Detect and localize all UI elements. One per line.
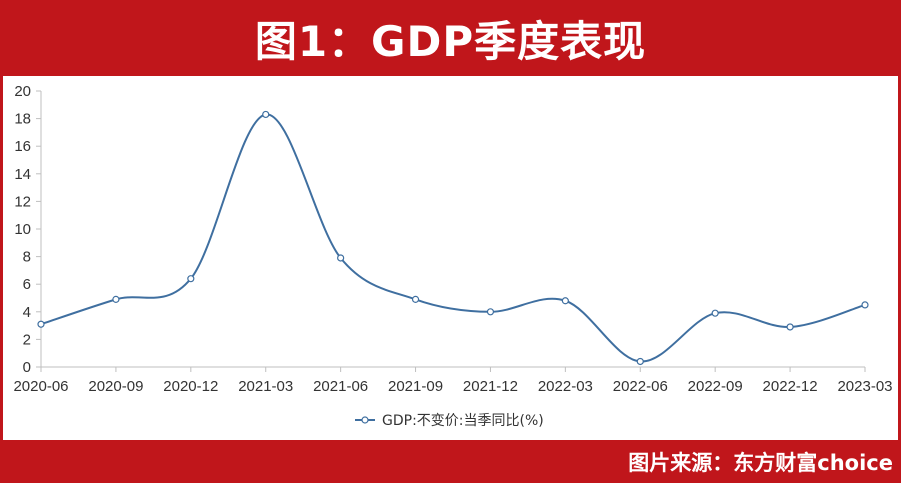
series-line <box>40 113 866 363</box>
source-caption: 图片来源：东方财富choice <box>628 451 893 475</box>
y-axis: 0 2 4 6 8 10 12 14 16 18 20 <box>14 83 42 376</box>
legend-label: GDP:不变价:当季同比(%) <box>382 413 544 429</box>
chart-title: 图1：GDP季度表现 <box>254 16 647 66</box>
x-tick-label: 2020-09 <box>88 378 143 395</box>
legend-point-marker <box>361 416 369 424</box>
data-point <box>37 320 45 328</box>
x-tick-label: 2022-06 <box>613 378 668 395</box>
y-tick-label: 8 <box>23 249 31 266</box>
x-tick-label: 2021-06 <box>313 378 368 395</box>
x-tick-label: 2022-03 <box>538 378 593 395</box>
x-tick-label: 2022-12 <box>763 378 818 395</box>
data-point <box>411 295 420 303</box>
data-point <box>112 295 120 303</box>
y-tick-label: 14 <box>14 166 31 183</box>
x-tick-label: 2022-09 <box>688 378 743 395</box>
x-axis: 2020-06 2020-09 2020-12 2021-03 2021-06 2021-… <box>13 366 893 395</box>
data-point <box>636 357 644 366</box>
x-tick-label: 2020-06 <box>13 378 68 395</box>
chart-panel: 0 2 4 6 8 10 12 14 16 18 20 2020-06 2020-09 2020-12 2… <box>3 76 898 440</box>
y-tick-label: 10 <box>14 221 31 238</box>
y-tick-label: 18 <box>14 111 31 128</box>
x-tick-label: 2023-03 <box>837 378 892 395</box>
x-tick-label: 2021-03 <box>238 378 293 395</box>
x-tick-label: 2021-12 <box>463 378 518 395</box>
series-layer <box>37 110 869 366</box>
data-point <box>262 110 270 119</box>
y-tick-label: 20 <box>14 83 31 100</box>
y-tick-label: 12 <box>14 193 31 210</box>
y-tick-label: 6 <box>23 276 31 293</box>
data-point <box>861 301 869 309</box>
y-tick-label: 4 <box>23 304 31 321</box>
x-tick-label: 2021-09 <box>388 378 443 395</box>
data-point <box>711 309 719 317</box>
data-point <box>561 297 569 305</box>
y-tick-label: 16 <box>14 138 31 155</box>
y-tick-label: 0 <box>23 359 31 376</box>
legend: GDP:不变价:当季同比(%) <box>355 413 544 429</box>
x-tick-label: 2020-12 <box>163 378 218 395</box>
y-tick-label: 2 <box>23 331 31 348</box>
data-point <box>337 254 345 262</box>
data-point <box>786 323 794 331</box>
data-point <box>486 308 495 316</box>
data-point <box>187 275 195 283</box>
